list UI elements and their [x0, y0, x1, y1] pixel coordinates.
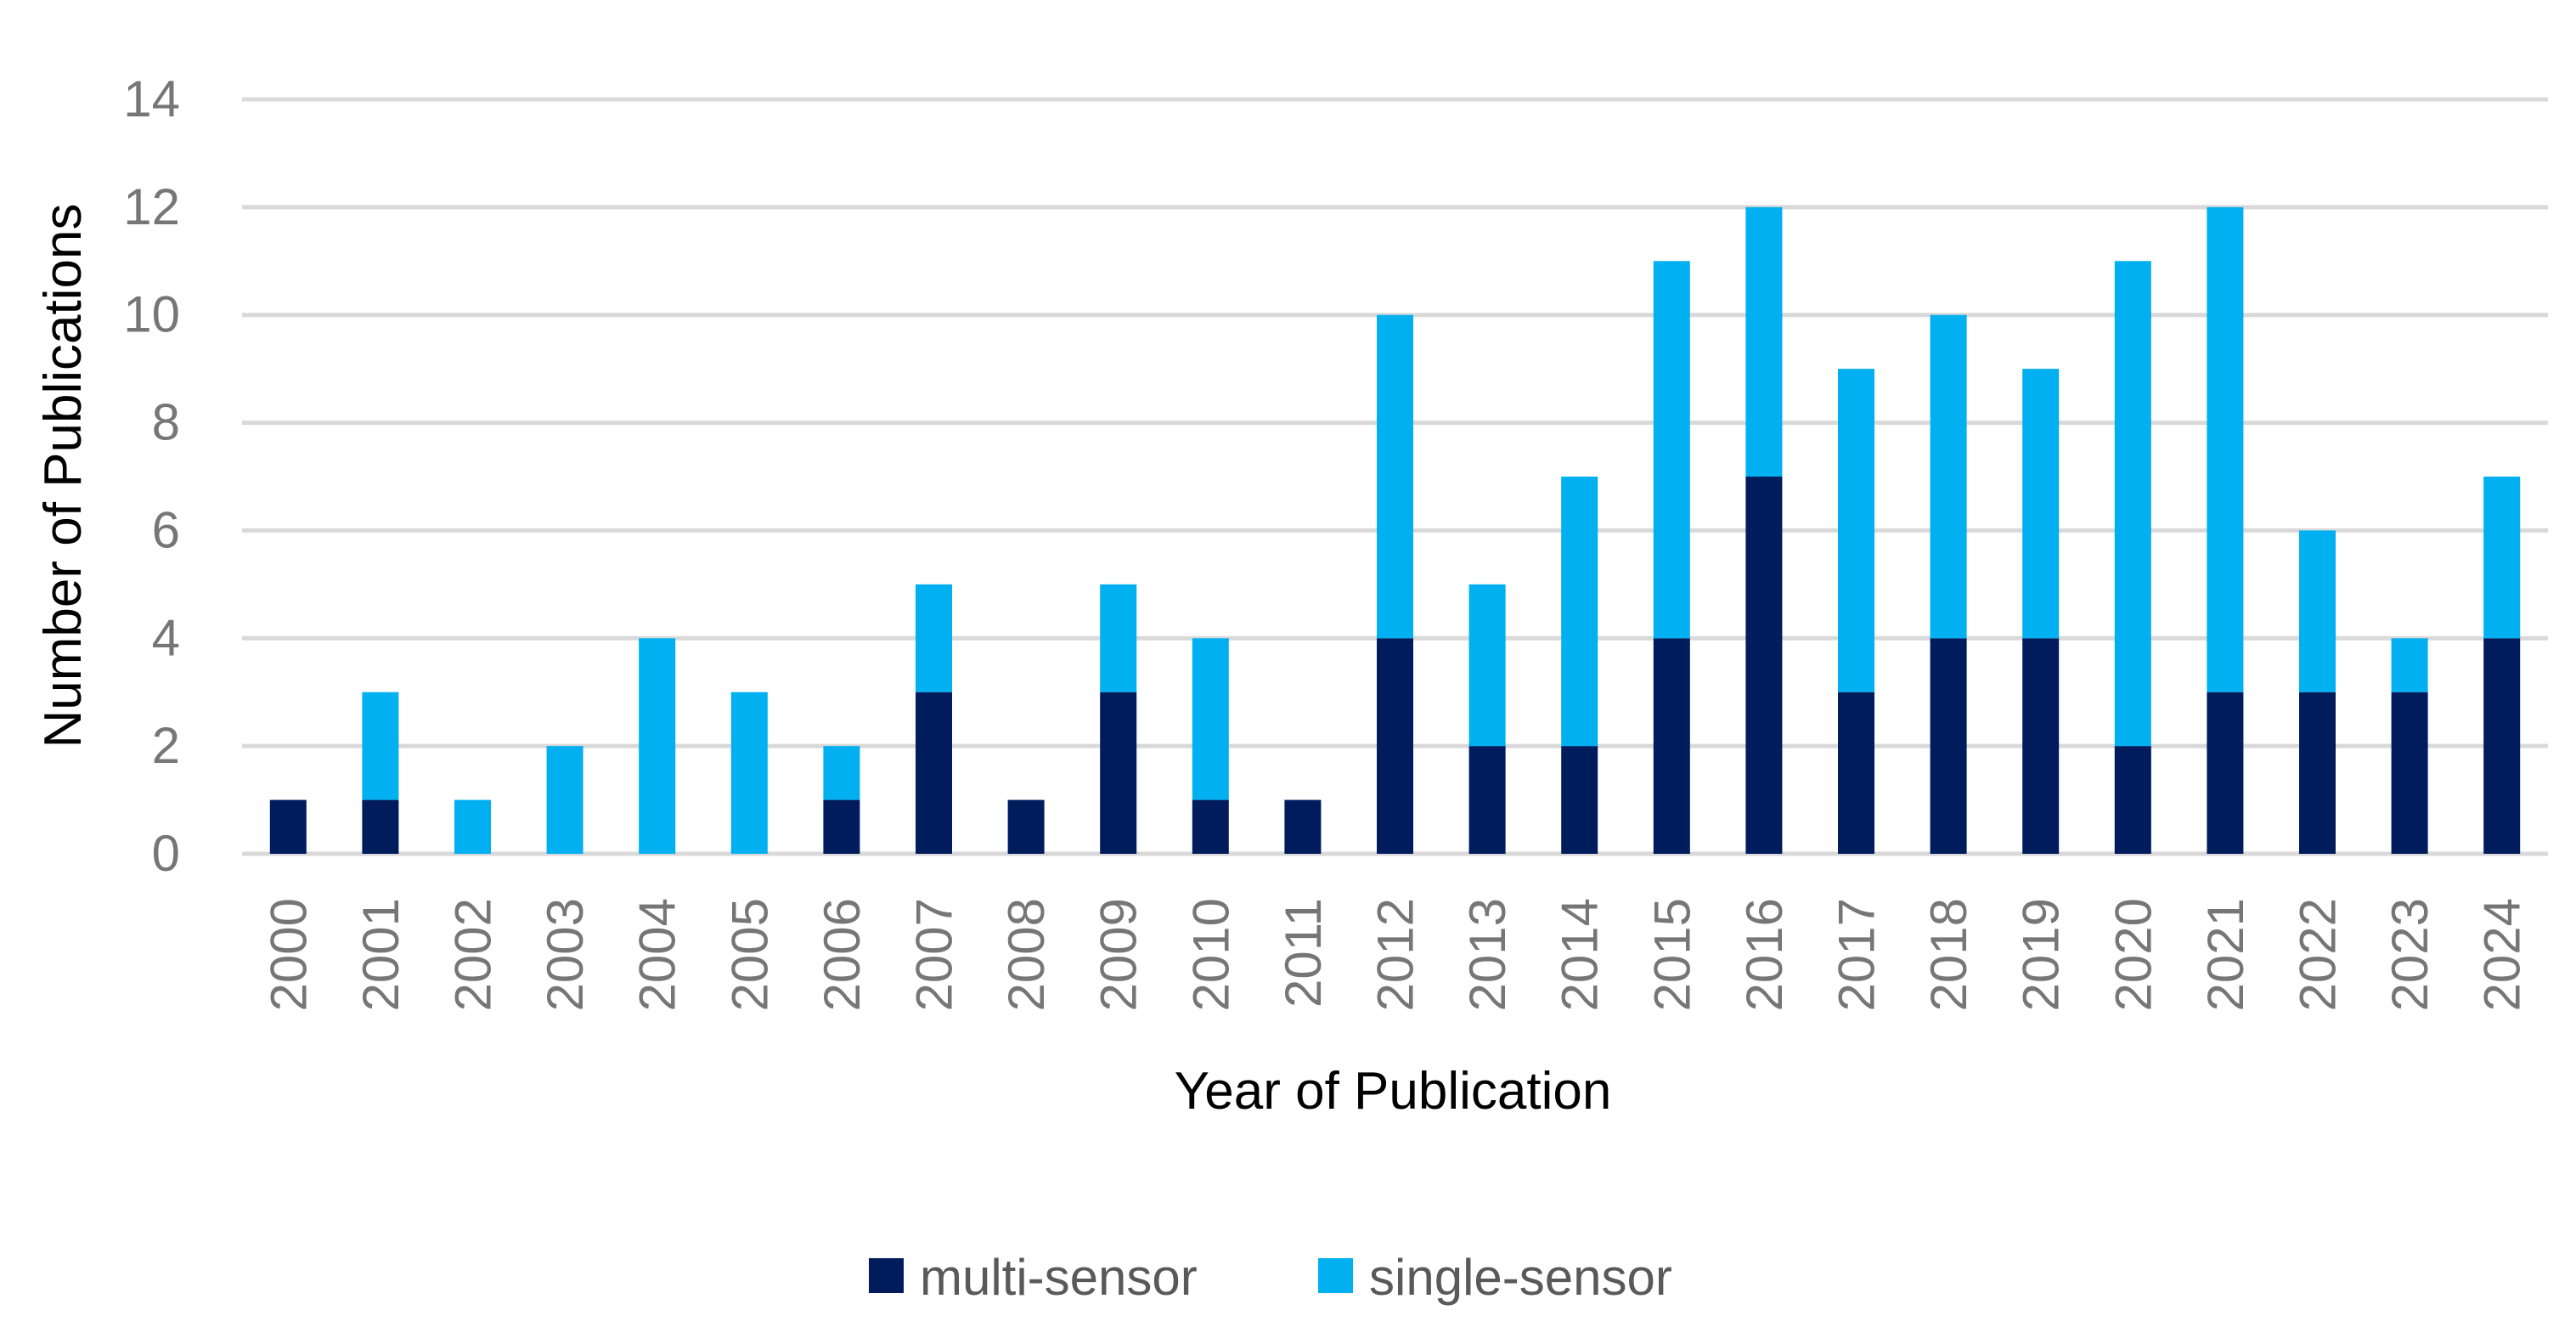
y-tick-label-14: 14 — [123, 71, 180, 127]
x-tick-label-2018: 2018 — [1920, 898, 1977, 1011]
bar-single-sensor-2022 — [2299, 530, 2336, 692]
bar-single-sensor-2021 — [2207, 206, 2244, 692]
bar-multi-sensor-2007 — [916, 692, 952, 854]
bar-multi-sensor-2024 — [2483, 638, 2521, 854]
legend-label-single-sensor: single-sensor — [1369, 1249, 1672, 1306]
legend-swatch-multi-sensor — [869, 1258, 904, 1293]
bar-single-sensor-2023 — [2391, 638, 2428, 692]
bar-single-sensor-2007 — [916, 584, 952, 692]
x-tick-label-2009: 2009 — [1091, 898, 1147, 1011]
legend-label-multi-sensor: multi-sensor — [920, 1249, 1198, 1306]
bar-single-sensor-2012 — [1377, 314, 1413, 639]
bar-multi-sensor-2011 — [1284, 799, 1322, 854]
bar-single-sensor-2002 — [454, 799, 491, 854]
x-tick-label-2004: 2004 — [629, 898, 686, 1011]
bar-single-sensor-2013 — [1468, 584, 1506, 747]
bar-single-sensor-2017 — [1838, 369, 1874, 692]
x-tick-label-2003: 2003 — [537, 898, 594, 1011]
bar-multi-sensor-2017 — [1838, 692, 1874, 854]
bar-single-sensor-2006 — [823, 746, 860, 800]
bar-single-sensor-2010 — [1192, 638, 1229, 800]
bar-single-sensor-2003 — [546, 746, 583, 854]
x-tick-label-2013: 2013 — [1459, 898, 1516, 1011]
bar-single-sensor-2001 — [362, 692, 399, 800]
bar-multi-sensor-2013 — [1468, 746, 1506, 854]
bar-multi-sensor-2001 — [362, 799, 399, 854]
bar-single-sensor-2009 — [1100, 584, 1137, 692]
x-tick-label-2014: 2014 — [1552, 898, 1609, 1011]
x-tick-label-2015: 2015 — [1643, 898, 1700, 1011]
x-tick-label-2021: 2021 — [2197, 898, 2254, 1011]
x-tick-label-2020: 2020 — [2105, 898, 2162, 1011]
bar-multi-sensor-2006 — [823, 799, 860, 854]
bar-multi-sensor-2016 — [1745, 477, 1783, 854]
x-tick-label-2010: 2010 — [1182, 898, 1239, 1011]
bar-multi-sensor-2008 — [1007, 799, 1045, 854]
legend-item-multi-sensor: multi-sensor — [869, 1249, 1198, 1306]
bar-multi-sensor-2022 — [2299, 692, 2336, 854]
y-tick-label-4: 4 — [152, 609, 180, 666]
x-tick-label-2000: 2000 — [260, 898, 317, 1011]
bar-multi-sensor-2010 — [1192, 799, 1229, 854]
x-tick-label-2019: 2019 — [2013, 898, 2070, 1011]
y-axis-ticks: 0 2 4 6 8 10 12 14 — [123, 71, 180, 882]
x-tick-label-2017: 2017 — [1829, 898, 1885, 1011]
x-tick-label-2005: 2005 — [721, 898, 778, 1011]
y-axis-title: Number of Publications — [34, 204, 93, 748]
bar-multi-sensor-2021 — [2207, 692, 2244, 854]
bar-single-sensor-2014 — [1561, 477, 1598, 747]
bar-single-sensor-2019 — [2022, 369, 2060, 639]
y-tick-label-12: 12 — [123, 178, 180, 235]
x-tick-label-2022: 2022 — [2290, 898, 2347, 1011]
x-tick-label-2008: 2008 — [998, 898, 1055, 1011]
x-tick-label-2007: 2007 — [906, 898, 963, 1011]
bar-single-sensor-2015 — [1653, 261, 1690, 639]
x-tick-label-2023: 2023 — [2382, 898, 2438, 1011]
x-axis-ticks: 2000 2001 2002 2003 2004 2005 2006 2007 2008 2009… — [260, 898, 2530, 1011]
y-tick-label-2: 2 — [152, 717, 180, 774]
y-tick-label-0: 0 — [152, 825, 180, 882]
bar-multi-sensor-2019 — [2022, 638, 2060, 854]
x-tick-label-2011: 2011 — [1275, 898, 1332, 1008]
legend-item-single-sensor: single-sensor — [1318, 1249, 1672, 1306]
legend-swatch-single-sensor — [1318, 1258, 1353, 1293]
x-axis-title: Year of Publication — [1175, 1062, 1612, 1121]
x-tick-label-2024: 2024 — [2474, 898, 2531, 1011]
bar-single-sensor-2018 — [1930, 314, 1967, 639]
bar-single-sensor-2005 — [730, 692, 768, 854]
legend: multi-sensor single-sensor — [869, 1249, 1672, 1306]
x-tick-label-2012: 2012 — [1367, 898, 1424, 1011]
x-tick-label-2006: 2006 — [814, 898, 871, 1011]
x-tick-label-2002: 2002 — [445, 898, 502, 1011]
bar-multi-sensor-2014 — [1561, 746, 1598, 854]
bar-multi-sensor-2009 — [1100, 692, 1137, 854]
y-tick-label-6: 6 — [152, 501, 180, 558]
bar-multi-sensor-2023 — [2391, 692, 2428, 854]
x-tick-label-2001: 2001 — [352, 898, 409, 1011]
bar-single-sensor-2024 — [2483, 477, 2521, 639]
bar-multi-sensor-2015 — [1653, 638, 1690, 854]
bars — [269, 206, 2521, 854]
bar-single-sensor-2020 — [2114, 261, 2151, 747]
x-tick-label-2016: 2016 — [1736, 898, 1793, 1011]
bar-multi-sensor-2000 — [269, 799, 307, 854]
y-tick-label-10: 10 — [123, 286, 180, 343]
bar-single-sensor-2016 — [1745, 206, 1783, 477]
bar-multi-sensor-2012 — [1377, 638, 1413, 854]
bar-multi-sensor-2018 — [1930, 638, 1967, 854]
bar-single-sensor-2004 — [639, 638, 676, 854]
bar-multi-sensor-2020 — [2114, 746, 2151, 854]
y-tick-label-8: 8 — [152, 394, 180, 451]
